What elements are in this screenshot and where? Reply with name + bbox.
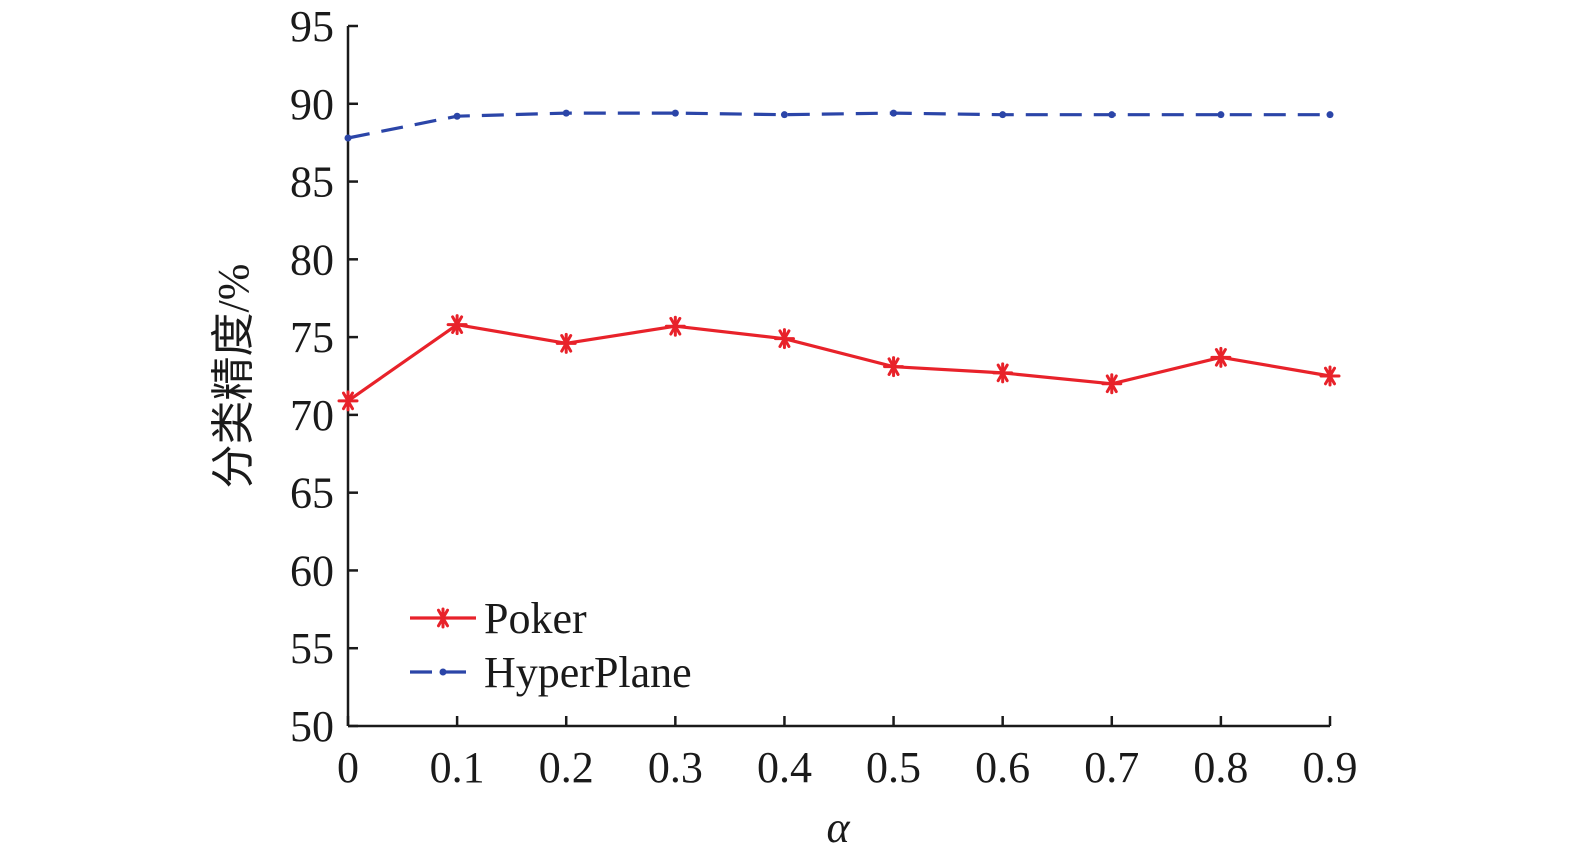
legend-entry-poker: Poker <box>410 594 587 643</box>
x-axis-label: α <box>826 803 850 852</box>
legend-label-poker: Poker <box>484 594 587 643</box>
x-tick-label: 0.4 <box>757 743 812 792</box>
data-point-poker <box>992 362 1014 384</box>
series-poker <box>337 314 1341 412</box>
data-point-hyperplane <box>999 111 1007 119</box>
x-tick-label: 0.8 <box>1193 743 1248 792</box>
legend-marker-hyperplane <box>439 668 447 676</box>
y-tick-label: 50 <box>290 702 334 751</box>
y-tick-label: 65 <box>290 469 334 518</box>
data-point-hyperplane <box>562 109 570 117</box>
series-line-hyperplane <box>347 111 1330 140</box>
data-point-poker <box>883 356 905 378</box>
x-tick-label: 0.5 <box>866 743 921 792</box>
x-tick-label: 0.1 <box>430 743 485 792</box>
series <box>337 109 1341 412</box>
data-point-hyperplane <box>1217 111 1225 119</box>
data-point-poker <box>555 332 577 354</box>
data-point-hyperplane <box>453 112 461 120</box>
y-ticks: 50 55 60 65 70 75 80 85 90 95 <box>290 2 358 751</box>
data-point-poker <box>337 390 359 412</box>
y-tick-label: 90 <box>290 80 334 129</box>
x-tick-label: 0.3 <box>648 743 703 792</box>
data-point-poker <box>1319 365 1341 387</box>
y-tick-label: 95 <box>290 2 334 51</box>
y-tick-label: 70 <box>290 391 334 440</box>
y-axis-label: 分类精度/% <box>209 264 258 489</box>
y-tick-label: 85 <box>290 158 334 207</box>
y-tick-label: 60 <box>290 546 334 595</box>
legend: Poker HyperPlane <box>410 594 692 697</box>
x-ticks: 0 0.1 0.2 0.3 0.4 0.5 0.6 0.7 0.8 0.9 <box>337 716 1358 792</box>
series-line-poker <box>347 323 1331 403</box>
data-point-poker <box>773 328 795 350</box>
data-point-hyperplane <box>1326 111 1334 119</box>
x-tick-label: 0.2 <box>539 743 594 792</box>
axes <box>346 26 1330 728</box>
x-tick-label: 0 <box>337 743 359 792</box>
y-tick-label: 75 <box>290 313 334 362</box>
data-point-poker <box>446 314 468 336</box>
data-point-poker <box>1101 373 1123 395</box>
x-tick-label: 0.9 <box>1303 743 1358 792</box>
data-point-hyperplane <box>890 109 898 117</box>
y-tick-label: 80 <box>290 235 334 284</box>
legend-label-hyperplane: HyperPlane <box>484 648 692 697</box>
data-point-hyperplane <box>780 111 788 119</box>
data-point-poker <box>1210 346 1232 368</box>
x-tick-label: 0.7 <box>1084 743 1139 792</box>
y-tick-label: 55 <box>290 624 334 673</box>
x-tick-label: 0.6 <box>975 743 1030 792</box>
data-point-hyperplane <box>671 109 679 117</box>
data-point-poker <box>664 315 686 337</box>
legend-marker-poker <box>432 607 454 629</box>
data-point-hyperplane <box>344 134 352 142</box>
data-point-hyperplane <box>1108 111 1116 119</box>
series-hyperplane <box>344 109 1334 142</box>
legend-entry-hyperplane: HyperPlane <box>410 648 692 697</box>
